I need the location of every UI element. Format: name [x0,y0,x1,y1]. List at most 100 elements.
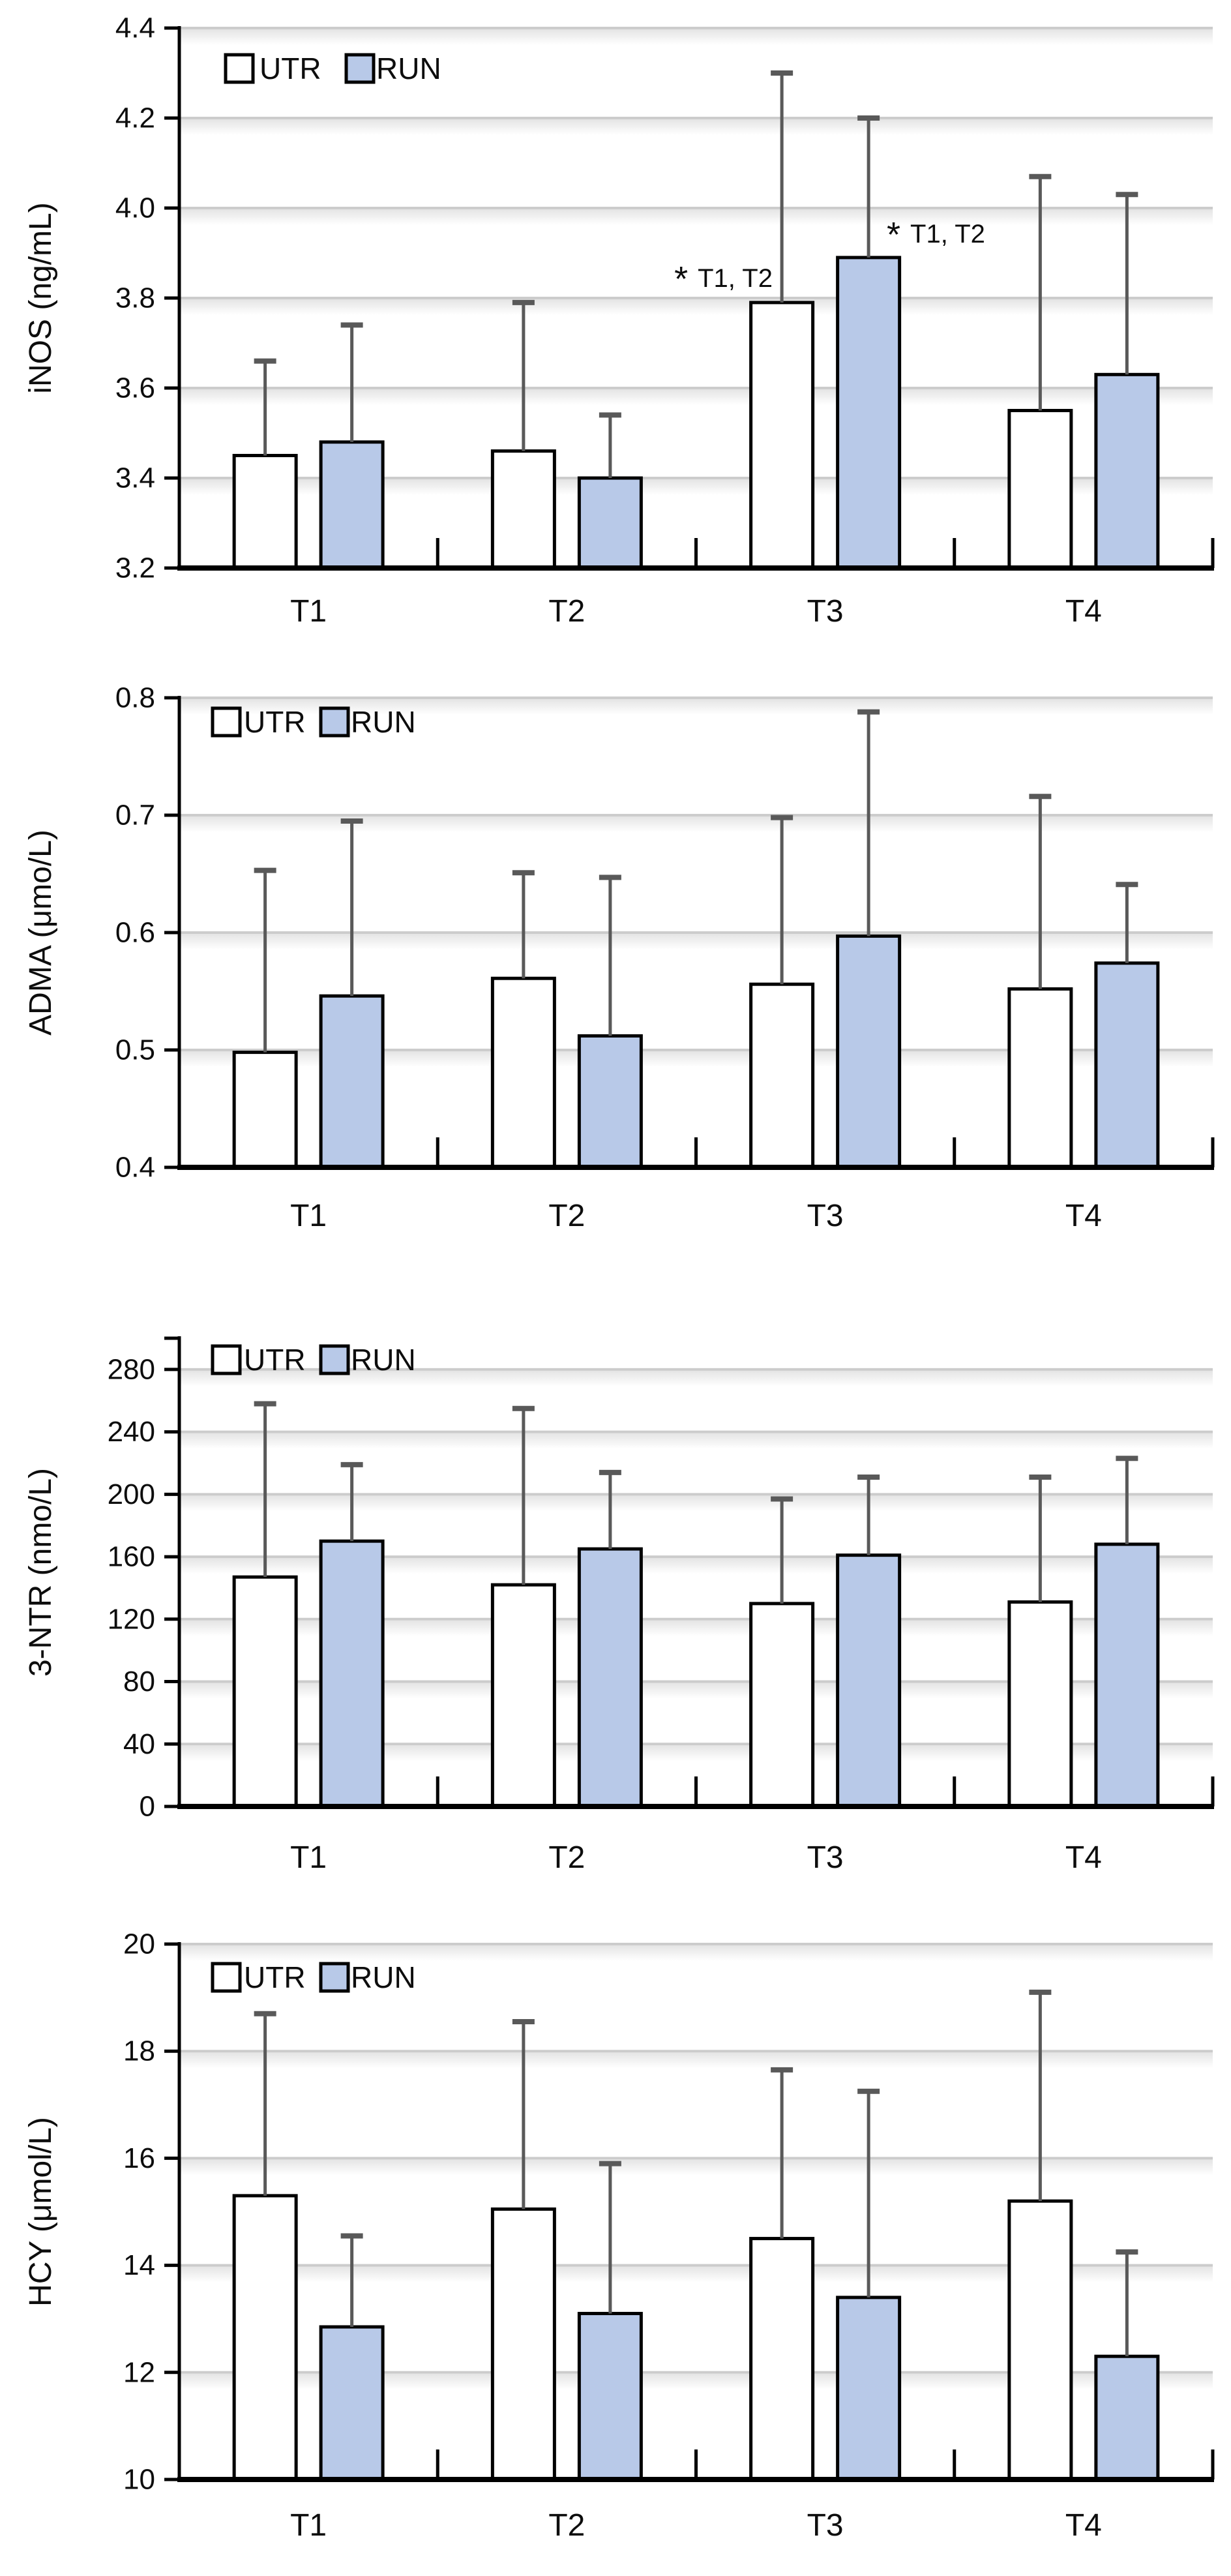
x-category-label: T2 [548,1199,585,1233]
y-tick-label: 0.7 [115,800,155,831]
y-axis-title: ADMA (μmo/L) [23,830,58,1036]
y-tick-label: 80 [123,1666,155,1698]
y-axis-title: HCY (μmol/L) [23,2117,58,2307]
grid-glow [181,29,1213,45]
legend-run-label: RUN [351,705,416,739]
legend-utr-label: UTR [260,52,321,85]
y-tick-label: 3.2 [115,552,155,584]
significance-annotation: * T1, T2 [674,260,773,299]
y-tick-label: 0.6 [115,917,155,949]
bar-RUN-T1 [319,994,385,1169]
bar-UTR-T1 [232,2194,298,2481]
y-tick-label: 20 [123,1928,155,1960]
bar-RUN-T3 [836,256,902,570]
x-category-label: T2 [548,2508,585,2543]
x-category-label: T3 [807,1199,844,1233]
bar-RUN-T3 [836,2296,902,2481]
x-category-label: T4 [1065,1199,1102,1233]
bar-UTR-T4 [1007,987,1073,1169]
grid-glow [181,1495,1213,1512]
legend-run-swatch [319,1962,350,1993]
legend-utr-label: UTR [244,705,306,739]
legend-run-label: RUN [351,1960,416,1994]
chart-inos: 4.4 4.2 4.0 3.8 3.6 3.4 3.2 iNOS (ng/mL) T1 T2 T3 T… [23,12,1215,629]
bar-UTR-T4 [1007,409,1073,570]
legend-run-swatch [319,1344,350,1375]
grid-glow [181,934,1213,950]
y-tick-label: 4.4 [115,12,155,44]
legend-run-label: RUN [351,1343,416,1377]
y-tick-label: 10 [123,2464,155,2496]
bar-UTR-T1 [232,454,298,570]
grid-glow [181,1945,1213,1961]
grid-glow [181,816,1213,832]
bar-UTR-T4 [1007,1600,1073,1808]
bar-UTR-T3 [749,982,815,1169]
grid-glow [181,699,1213,715]
bar-RUN-T3 [836,1553,902,1808]
grid-glow [181,1433,1213,1449]
x-category-label: T3 [807,594,844,629]
bar-RUN-T3 [836,934,902,1169]
grid-glow [181,209,1213,225]
bar-RUN-T1 [319,440,385,570]
y-tick-label: 4.2 [115,102,155,134]
chart-adma: 0.8 0.7 0.6 0.5 0.4 ADMA (μmo/L) T1 T2 T3 T4 UTR RU… [23,682,1215,1233]
legend-run-swatch [344,53,376,84]
bar-UTR-T2 [490,1583,556,1808]
grid-glow [181,2052,1213,2069]
legend-utr-label: UTR [244,1343,306,1377]
x-category-label: T1 [290,1199,327,1233]
legend-run-swatch [319,706,350,738]
grid-glow [181,1370,1213,1386]
x-category-label: T2 [548,594,585,629]
x-category-label: T3 [807,1840,844,1875]
x-category-label: T3 [807,2508,844,2543]
bar-RUN-T1 [319,1539,385,1808]
y-tick-label: 16 [123,2142,155,2174]
bar-RUN-T4 [1094,1542,1160,1808]
bar-RUN-T1 [319,2325,385,2481]
y-tick-label: 0 [140,1791,155,1823]
y-axis-title: iNOS (ng/mL) [23,202,58,393]
y-axis-title: 3-NTR (nmo/L) [23,1468,58,1677]
bar-UTR-T2 [490,976,556,1169]
grid-glow [181,389,1213,405]
y-tick-label: 120 [108,1603,155,1635]
x-category-label: T1 [290,594,327,629]
significance-annotation: * T1, T2 [887,215,985,254]
x-category-label: T2 [548,1840,585,1875]
bar-UTR-T3 [749,1602,815,1808]
y-tick-label: 18 [123,2035,155,2067]
bar-RUN-T4 [1094,2354,1160,2481]
grid-glow [181,119,1213,135]
x-category-label: T1 [290,1840,327,1875]
bar-RUN-T4 [1094,372,1160,570]
bar-RUN-T4 [1094,961,1160,1169]
legend-run-label: RUN [376,52,441,85]
legend-utr-swatch [211,706,242,738]
bar-UTR-T2 [490,449,556,570]
grid-glow [181,2159,1213,2176]
grid-glow [181,299,1213,315]
y-tick-label: 4.0 [115,192,155,224]
legend-utr-swatch [211,1962,242,1993]
bar-RUN-T2 [577,2311,643,2481]
x-category-label: T4 [1065,2508,1102,2543]
chart-hcy: 20 18 16 14 12 10 HCY (μmol/L) T1 T2 T3 T4 UTR RUN [23,1928,1215,2543]
bar-RUN-T2 [577,1034,643,1169]
y-tick-label: 40 [123,1728,155,1760]
bar-UTR-T1 [232,1051,298,1169]
y-tick-label: 0.5 [115,1034,155,1066]
y-tick-label: 200 [108,1478,155,1510]
legend-utr-swatch [224,53,255,84]
y-tick-label: 160 [108,1541,155,1573]
bar-RUN-T2 [577,476,643,570]
x-category-label: T4 [1065,1840,1102,1875]
y-tick-label: 12 [123,2356,155,2388]
legend-utr-swatch [211,1344,242,1375]
chart-3ntr: 280 240 200 160 120 80 40 0 3-NTR (nmo/L) T1 T2 T3 T… [23,1336,1215,1875]
y-tick-label: 3.6 [115,372,155,404]
